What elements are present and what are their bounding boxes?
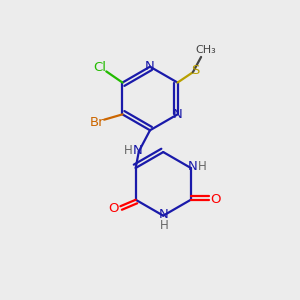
Text: N: N — [159, 208, 169, 221]
Text: H: H — [198, 160, 206, 173]
Text: N: N — [145, 60, 155, 73]
Text: S: S — [191, 64, 199, 77]
Text: N: N — [173, 108, 182, 121]
Text: N: N — [188, 160, 197, 173]
Text: O: O — [109, 202, 119, 215]
Text: Br: Br — [89, 116, 104, 128]
Text: CH₃: CH₃ — [195, 46, 216, 56]
Text: N: N — [133, 144, 142, 158]
Text: Cl: Cl — [93, 61, 106, 74]
Text: H: H — [160, 219, 169, 232]
Text: O: O — [210, 193, 221, 206]
Text: H: H — [124, 144, 133, 158]
